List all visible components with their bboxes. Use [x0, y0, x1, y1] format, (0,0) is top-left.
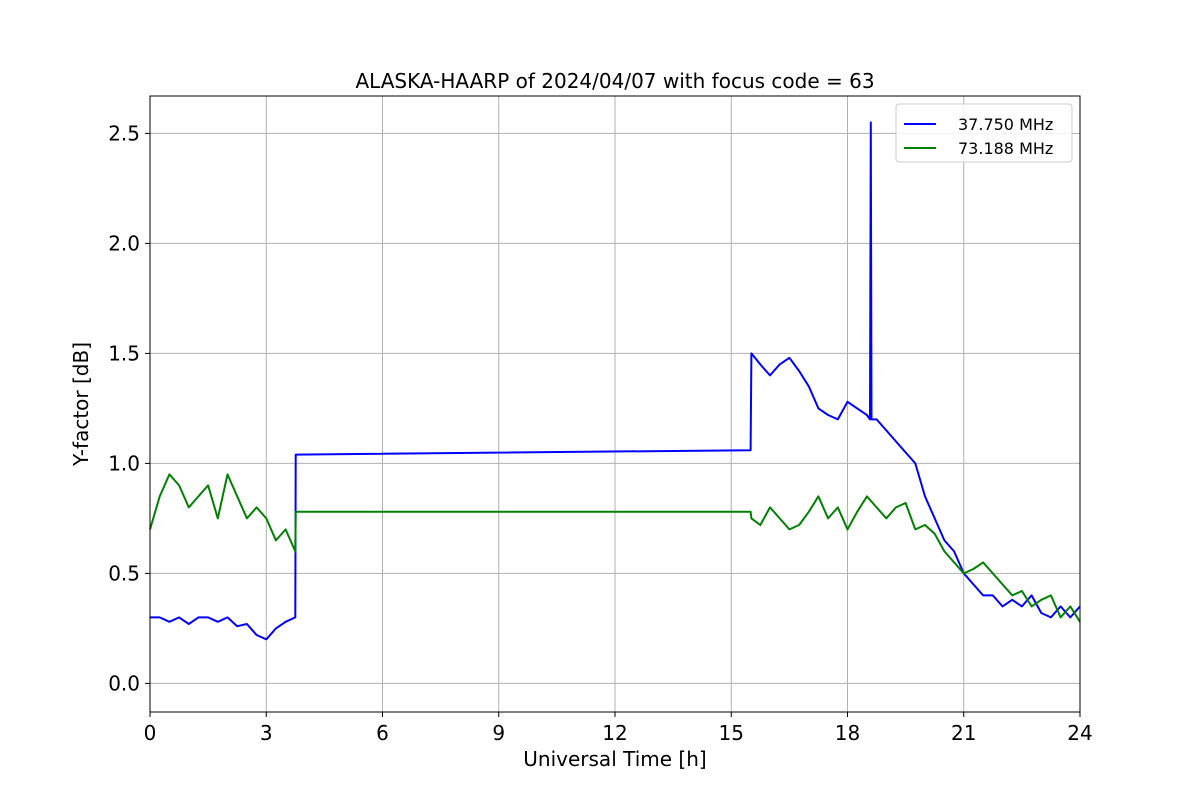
- axis-ticks: 0 3 6 9 12 15 18 21 24 0.0 0.5 1.0 1.5 2.0 2.5: [108, 121, 1093, 745]
- y-tick-label: 0.0: [108, 671, 140, 695]
- y-axis-label: Y-factor [dB]: [69, 342, 93, 467]
- legend-entry: 37.750 MHz: [958, 115, 1053, 134]
- x-tick-label: 15: [719, 721, 744, 745]
- series-group: [149, 121, 1081, 641]
- series-line-0: [150, 121, 1081, 641]
- x-axis-label: Universal Time [h]: [523, 747, 706, 771]
- x-tick-label: 3: [260, 721, 273, 745]
- legend-entry: 73.188 MHz: [958, 139, 1053, 158]
- legend-box: [895, 103, 1073, 163]
- x-tick-label: 9: [492, 721, 505, 745]
- y-tick-label: 2.0: [108, 231, 140, 255]
- x-tick-label: 18: [835, 721, 860, 745]
- series-line-1: [149, 473, 1081, 623]
- y-tick-label: 2.5: [108, 121, 140, 145]
- x-tick-label: 24: [1067, 721, 1092, 745]
- x-tick-label: 12: [602, 721, 627, 745]
- x-tick-label: 6: [376, 721, 389, 745]
- legend: 37.750 MHz 73.188 MHz: [895, 103, 1073, 163]
- x-tick-label: 0: [144, 721, 157, 745]
- x-tick-label: 21: [951, 721, 976, 745]
- y-tick-label: 0.5: [108, 561, 140, 585]
- y-tick-label: 1.0: [108, 451, 140, 475]
- chart-title: ALASKA-HAARP of 2024/04/07 with focus co…: [355, 69, 874, 93]
- y-tick-label: 1.5: [108, 341, 140, 365]
